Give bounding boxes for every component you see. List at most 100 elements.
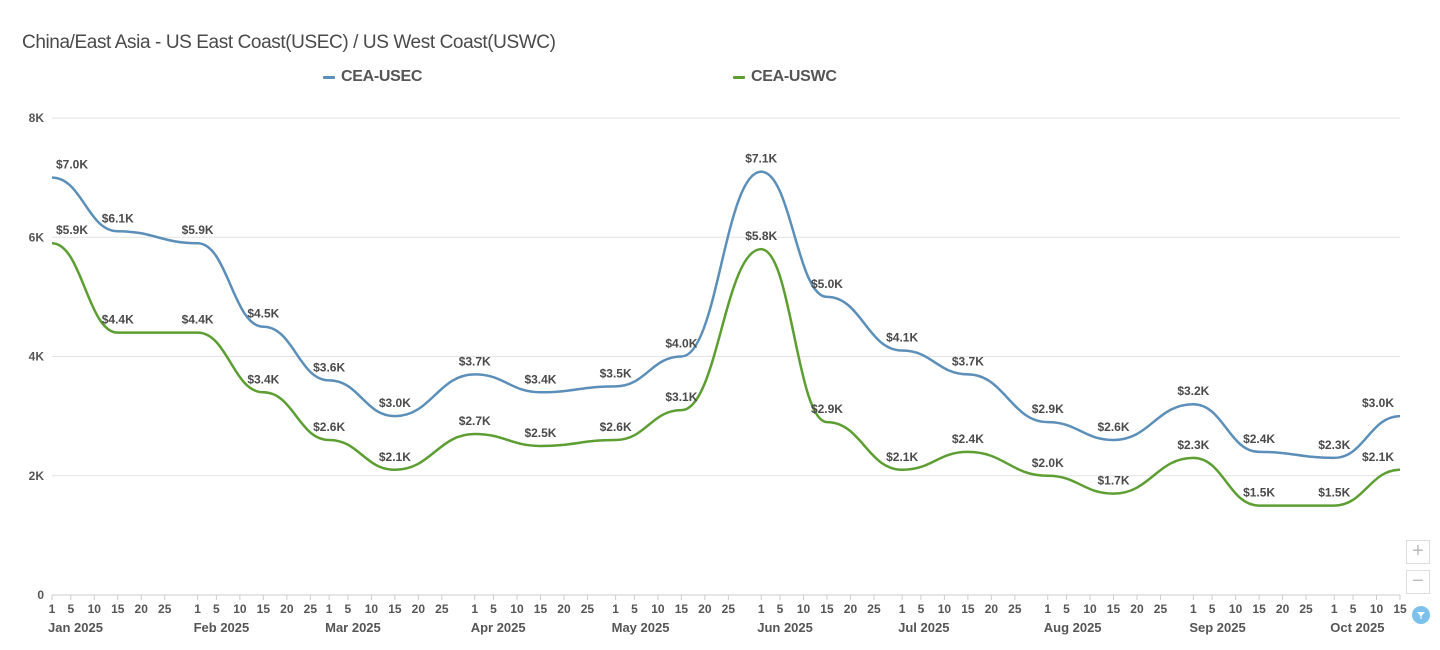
- y-tick-label: 8K: [29, 111, 45, 125]
- x-tick-label: 1: [1190, 602, 1197, 616]
- x-tick-label: 10: [365, 602, 379, 616]
- x-tick-label: 25: [435, 602, 449, 616]
- x-tick-label: 1: [1044, 602, 1051, 616]
- x-tick-label: 10: [797, 602, 811, 616]
- data-label: $2.6K: [313, 420, 345, 434]
- data-label: $3.1K: [665, 390, 697, 404]
- legend-swatch-uswc: [733, 75, 745, 79]
- x-month-label: Mar 2025: [325, 620, 381, 635]
- data-label: $2.7K: [459, 414, 491, 428]
- x-tick-label: 10: [1370, 602, 1384, 616]
- data-label: $3.6K: [313, 360, 345, 374]
- data-label: $1.7K: [1097, 474, 1129, 488]
- x-tick-label: 15: [257, 602, 271, 616]
- zoom-out-button[interactable]: −: [1406, 570, 1430, 594]
- x-tick-label: 1: [758, 602, 765, 616]
- x-tick-label: 10: [233, 602, 247, 616]
- x-tick-label: 5: [67, 602, 74, 616]
- x-tick-label: 1: [1331, 602, 1338, 616]
- data-label: $3.4K: [524, 372, 556, 386]
- legend-label-usec: CEA-USEC: [341, 68, 423, 85]
- data-label: $2.0K: [1032, 456, 1064, 470]
- x-tick-label: 20: [135, 602, 149, 616]
- x-month-label: Apr 2025: [471, 620, 526, 635]
- x-tick-label: 1: [471, 602, 478, 616]
- x-tick-label: 25: [158, 602, 172, 616]
- data-label: $3.4K: [247, 372, 279, 386]
- x-tick-label: 20: [280, 602, 294, 616]
- data-label: $5.9K: [56, 223, 88, 237]
- data-label: $3.7K: [952, 354, 984, 368]
- legend-swatch-usec: [323, 75, 335, 79]
- data-label: $1.5K: [1243, 486, 1275, 500]
- x-tick-label: 1: [899, 602, 906, 616]
- data-label: $2.9K: [811, 402, 843, 416]
- x-month-label: Jun 2025: [757, 620, 813, 635]
- x-tick-label: 15: [1393, 602, 1407, 616]
- data-label: $7.0K: [56, 158, 88, 172]
- data-label: $5.0K: [811, 277, 843, 291]
- x-month-label: Jan 2025: [48, 620, 103, 635]
- x-tick-label: 5: [345, 602, 352, 616]
- x-tick-label: 10: [938, 602, 952, 616]
- x-tick-label: 20: [844, 602, 858, 616]
- data-label: $4.4K: [182, 313, 214, 327]
- x-tick-label: 1: [49, 602, 56, 616]
- filter-icon[interactable]: [1412, 606, 1430, 624]
- x-month-label: Jul 2025: [898, 620, 949, 635]
- y-tick-label: 4K: [29, 350, 45, 364]
- x-tick-label: 25: [581, 602, 595, 616]
- x-tick-label: 15: [675, 602, 689, 616]
- x-tick-label: 15: [1252, 602, 1266, 616]
- series-line-cea-usec: [51, 170, 1401, 460]
- x-tick-label: 25: [1299, 602, 1313, 616]
- data-label: $2.6K: [1097, 420, 1129, 434]
- x-tick-label: 5: [213, 602, 220, 616]
- y-tick-label: 2K: [29, 469, 45, 483]
- filter-glyph-icon: [1417, 612, 1425, 619]
- data-label: $1.5K: [1318, 486, 1350, 500]
- data-label: $3.7K: [459, 354, 491, 368]
- x-tick-label: 20: [557, 602, 571, 616]
- x-tick-label: 5: [1350, 602, 1357, 616]
- x-tick-label: 5: [777, 602, 784, 616]
- series-line-cea-uswc: [51, 241, 1401, 507]
- x-tick-label: 25: [304, 602, 318, 616]
- x-tick-label: 10: [1083, 602, 1097, 616]
- data-label: $4.0K: [665, 337, 697, 351]
- x-tick-label: 15: [1107, 602, 1121, 616]
- x-tick-label: 5: [490, 602, 497, 616]
- x-tick-label: 5: [1063, 602, 1070, 616]
- data-label: $7.1K: [745, 152, 777, 166]
- data-label: $2.1K: [886, 450, 918, 464]
- x-tick-label: 20: [985, 602, 999, 616]
- data-label: $2.1K: [1362, 450, 1394, 464]
- x-tick-label: 5: [918, 602, 925, 616]
- x-tick-label: 25: [1008, 602, 1022, 616]
- data-label: $5.8K: [745, 229, 777, 243]
- zoom-in-button[interactable]: +: [1406, 540, 1430, 564]
- x-month-label: Aug 2025: [1044, 620, 1102, 635]
- x-tick-label: 1: [612, 602, 619, 616]
- data-label: $2.3K: [1318, 438, 1350, 452]
- legend-label-uswc: CEA-USWC: [751, 68, 837, 85]
- data-label: $2.4K: [952, 432, 984, 446]
- x-tick-label: 1: [194, 602, 201, 616]
- data-label: $4.1K: [886, 331, 918, 345]
- data-label: $3.0K: [1362, 396, 1394, 410]
- x-tick-label: 10: [1229, 602, 1243, 616]
- legend-item-uswc[interactable]: CEA-USWC: [733, 68, 837, 86]
- y-tick-label: 0: [37, 588, 44, 602]
- x-tick-label: 5: [1209, 602, 1216, 616]
- data-label: $2.5K: [524, 426, 556, 440]
- x-tick-label: 25: [867, 602, 881, 616]
- x-tick-label: 20: [1130, 602, 1144, 616]
- x-tick-label: 5: [631, 602, 638, 616]
- x-month-label: Feb 2025: [194, 620, 250, 635]
- x-tick-label: 15: [111, 602, 125, 616]
- data-label: $5.9K: [182, 223, 214, 237]
- x-tick-label: 25: [1154, 602, 1168, 616]
- x-tick-label: 15: [388, 602, 402, 616]
- legend-item-usec[interactable]: CEA-USEC: [323, 68, 422, 86]
